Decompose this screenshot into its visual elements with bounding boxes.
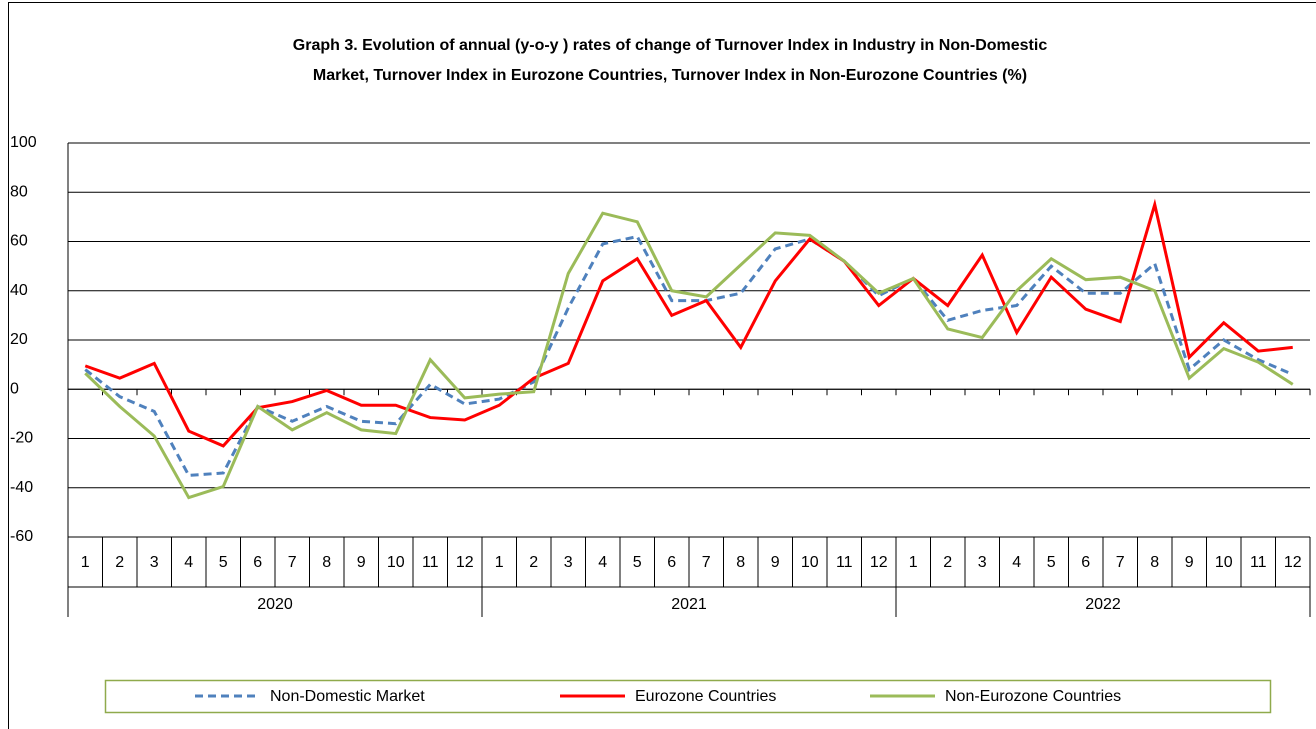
year-label: 2021 (671, 596, 707, 613)
y-tick-label: 20 (10, 331, 28, 348)
x-tick-label: 3 (978, 554, 987, 571)
y-tick-label: 80 (10, 183, 28, 200)
legend-label: Eurozone Countries (635, 688, 776, 705)
series-line (84, 234, 1294, 478)
legend-label: Non-Eurozone Countries (945, 688, 1121, 705)
x-tick-label: 6 (1081, 554, 1090, 571)
x-tick-label: 12 (456, 554, 474, 571)
x-tick-label: 8 (322, 554, 331, 571)
y-tick-label: 60 (10, 233, 28, 250)
x-tick-label: 6 (253, 554, 262, 571)
x-tick-label: 9 (1185, 554, 1194, 571)
series-line (84, 198, 1293, 448)
y-tick-label: -60 (10, 528, 33, 545)
year-label: 2022 (1085, 596, 1121, 613)
y-tick-label: 40 (10, 282, 28, 299)
x-tick-label: 7 (702, 554, 711, 571)
x-tick-label: 8 (736, 554, 745, 571)
y-tick-label: 0 (10, 380, 19, 397)
y-tick-label: -20 (10, 430, 33, 447)
y-tick-label: -40 (10, 479, 33, 496)
x-tick-label: 9 (357, 554, 366, 571)
x-tick-label: 10 (1215, 554, 1233, 571)
x-tick-label: 4 (1012, 554, 1021, 571)
x-tick-label: 11 (1250, 554, 1267, 571)
x-tick-label: 5 (633, 554, 642, 571)
x-tick-label: 1 (81, 554, 90, 571)
x-tick-label: 3 (564, 554, 573, 571)
x-tick-label: 12 (870, 554, 888, 571)
x-tick-label: 2 (943, 554, 952, 571)
x-tick-label: 1 (495, 554, 504, 571)
x-tick-label: 5 (219, 554, 228, 571)
x-tick-label: 10 (801, 554, 819, 571)
x-tick-label: 11 (836, 554, 853, 571)
legend-box (104, 679, 1272, 714)
x-tick-label: 2 (529, 554, 538, 571)
x-tick-label: 5 (1047, 554, 1056, 571)
x-tick-label: 4 (598, 554, 607, 571)
x-tick-label: 7 (288, 554, 297, 571)
x-tick-label: 8 (1150, 554, 1159, 571)
x-tick-label: 2 (115, 554, 124, 571)
x-tick-label: 7 (1116, 554, 1125, 571)
x-tick-label: 12 (1284, 554, 1302, 571)
y-tick-label: 100 (10, 134, 37, 151)
year-label: 2020 (257, 596, 293, 613)
x-tick-label: 6 (667, 554, 676, 571)
x-tick-label: 4 (184, 554, 193, 571)
x-tick-label: 10 (387, 554, 405, 571)
chart-title: Market, Turnover Index in Eurozone Count… (313, 67, 1027, 84)
legend-label: Non-Domestic Market (270, 688, 425, 705)
x-tick-label: 1 (909, 554, 918, 571)
series-line (84, 211, 1294, 500)
chart-title: Graph 3. Evolution of annual (y-o-y ) ra… (293, 37, 1048, 54)
x-tick-label: 11 (422, 554, 439, 571)
x-tick-label: 3 (150, 554, 159, 571)
chart-border (8, 2, 1316, 729)
x-tick-label: 9 (771, 554, 780, 571)
